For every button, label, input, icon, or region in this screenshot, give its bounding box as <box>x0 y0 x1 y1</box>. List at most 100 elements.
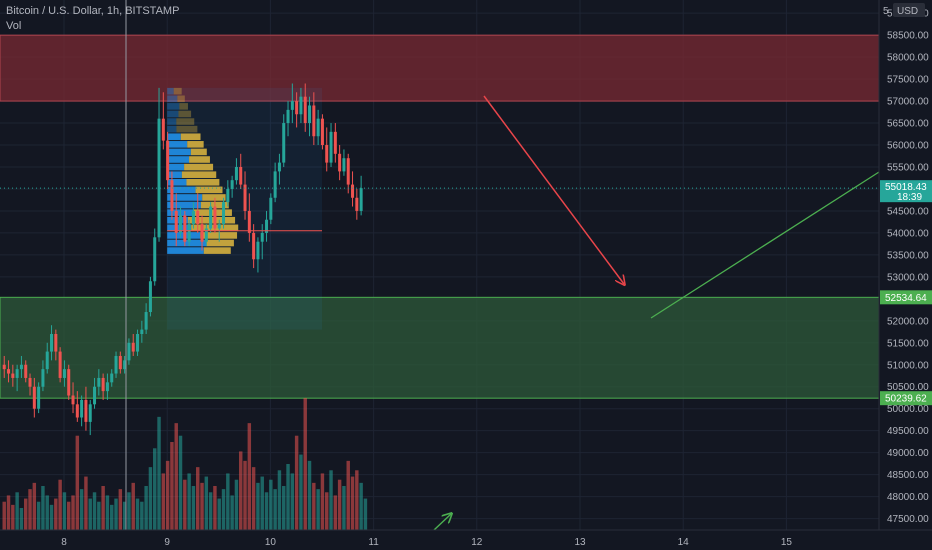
volume-bar <box>247 423 252 530</box>
profile-row-down <box>200 232 238 239</box>
candle-body <box>105 382 109 392</box>
candle-body <box>75 404 79 418</box>
volume-bar <box>157 416 161 530</box>
volume-bar <box>36 501 41 530</box>
profile-row-up <box>167 163 185 171</box>
last-price-value: 55018.43 <box>885 182 927 193</box>
bearish-arrow[interactable] <box>483 95 624 284</box>
volume-bar <box>269 479 273 530</box>
time-tick-label: 9 <box>164 537 170 548</box>
bullish-small-arrow[interactable] <box>433 514 451 531</box>
candle-body <box>252 232 256 260</box>
time-tick-label: 13 <box>574 537 586 548</box>
profile-row-down <box>187 141 204 148</box>
volume-bar <box>41 486 45 530</box>
support-top-value: 52534.64 <box>885 293 927 304</box>
bullish-trend-line[interactable] <box>650 171 880 319</box>
profile-row-up <box>167 87 174 95</box>
time-axis[interactable]: 8 9 10 11 12 13 14 15 <box>0 529 932 550</box>
candle-body <box>200 224 204 242</box>
candle-body <box>80 399 84 418</box>
volume-indicator-label[interactable]: Vol <box>6 20 22 32</box>
candle-body <box>144 312 148 330</box>
volume-bar <box>58 479 62 530</box>
support-zone[interactable] <box>0 296 880 399</box>
price-axis[interactable]: 47500.00 48000.00 48500.00 49000.00 49500.00… <box>878 0 932 550</box>
candle-body <box>342 158 346 172</box>
price-tick-label: 50500.00 <box>887 382 929 393</box>
currency-prefix: 5 <box>883 6 889 17</box>
volume-bar <box>79 489 84 530</box>
profile-row-down <box>180 133 201 141</box>
candle-body <box>127 342 131 361</box>
candle-body <box>191 210 195 225</box>
price-tick-label: 56000.00 <box>887 141 929 152</box>
candle-body <box>67 369 71 396</box>
profile-row-up <box>167 171 182 178</box>
profile-row-down <box>195 186 223 194</box>
candle-body <box>19 364 23 370</box>
candle-body <box>273 171 277 198</box>
volume-bar <box>316 489 320 530</box>
candle-body <box>11 373 15 378</box>
profile-row-down <box>206 239 234 247</box>
candle-body <box>209 206 213 229</box>
candle-body <box>136 333 140 352</box>
candle-body <box>204 228 208 242</box>
volume-bar <box>303 398 307 530</box>
profile-row-down <box>176 118 195 125</box>
candle-body <box>290 101 294 110</box>
volume-bar <box>28 489 32 530</box>
candle-body <box>303 96 307 124</box>
volume-bar <box>312 482 316 530</box>
volume-bar <box>92 492 97 530</box>
volume-bar <box>363 498 368 530</box>
candle-body <box>131 342 135 352</box>
candle-body <box>24 364 28 378</box>
volume-bar <box>174 423 178 530</box>
candle-body <box>351 184 355 198</box>
drawing-arrows[interactable] <box>433 95 880 531</box>
candle-body <box>62 369 66 378</box>
time-axis-background <box>0 530 932 550</box>
volume-bar <box>196 467 200 530</box>
currency-box <box>893 3 925 17</box>
profile-row-up <box>167 201 201 209</box>
volume-bar <box>217 498 221 530</box>
candle-body <box>312 105 316 137</box>
volume-bar <box>140 501 144 530</box>
profile-row-down <box>193 209 232 216</box>
candle-body <box>148 281 152 313</box>
profile-row-up <box>167 118 177 125</box>
volume-bar <box>243 460 247 530</box>
price-tick-label: 57500.00 <box>887 75 929 86</box>
volume-bar <box>75 435 80 530</box>
volume-bar <box>342 486 346 530</box>
profile-row-down <box>179 103 188 110</box>
profile-row-up <box>167 125 177 133</box>
candle-body <box>166 140 170 181</box>
volume-bar <box>161 473 166 530</box>
profile-row-up <box>167 194 203 201</box>
profile-row-up <box>167 110 179 118</box>
volume-bar <box>239 451 243 530</box>
symbol-title[interactable]: Bitcoin / U.S. Dollar, 1h, BITSTAMP <box>6 5 180 17</box>
candle-body <box>161 118 165 141</box>
volume-bar <box>153 448 157 530</box>
price-tick-label: 50000.00 <box>887 404 929 415</box>
candle-body <box>316 118 320 137</box>
volume-bar <box>355 470 359 530</box>
resistance-zone[interactable] <box>0 34 880 102</box>
time-tick-label: 11 <box>368 537 379 548</box>
volume-bar <box>62 492 67 530</box>
candle-body <box>355 197 359 211</box>
price-tick-label: 53000.00 <box>887 272 929 283</box>
volume-bar <box>67 501 71 530</box>
profile-row-up <box>167 247 204 254</box>
volume-bar <box>333 495 338 530</box>
candle-body <box>174 210 178 233</box>
candle-body <box>226 188 230 203</box>
volume-bar <box>307 460 312 530</box>
candle-body <box>101 377 105 392</box>
